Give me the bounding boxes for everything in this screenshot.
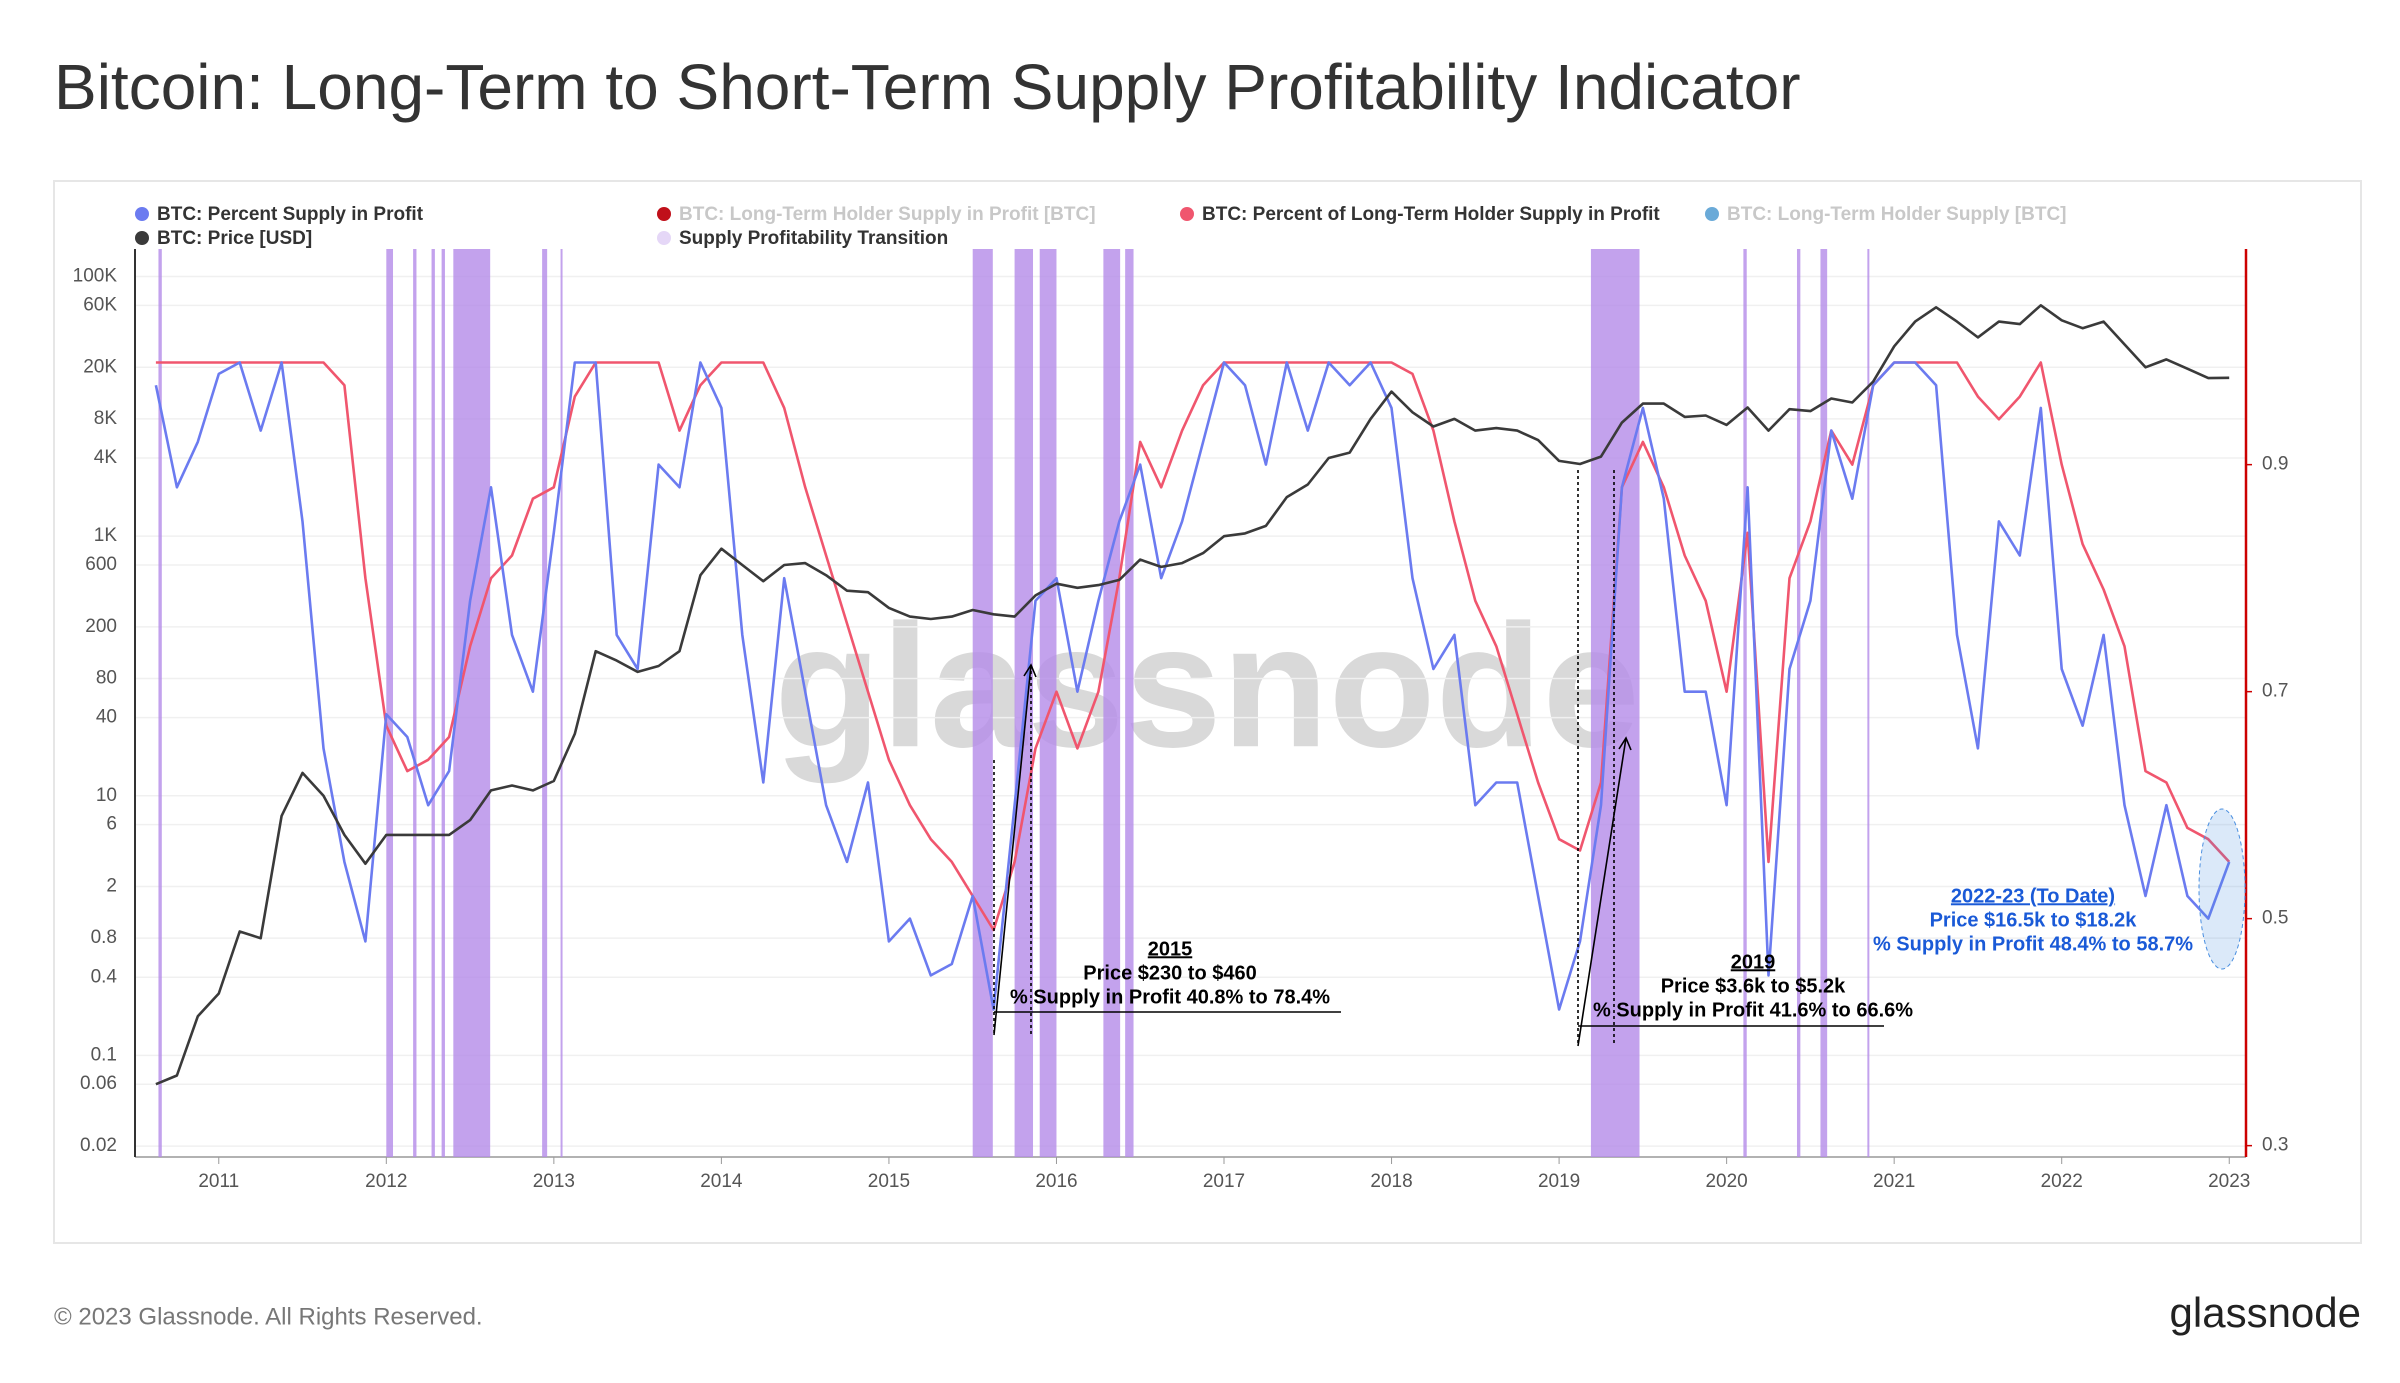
legend-marker	[657, 207, 671, 221]
transition-band	[431, 249, 435, 1157]
transition-band	[1039, 249, 1057, 1157]
y-tick-label: 100K	[73, 266, 118, 287]
transition-band	[441, 249, 445, 1157]
transition-band	[560, 249, 563, 1157]
legend-label: BTC: Percent Supply in Profit	[157, 204, 424, 225]
legend-item[interactable]: BTC: Long-Term Holder Supply in Profit […	[657, 204, 1096, 225]
x-tick-label: 2015	[868, 1171, 910, 1192]
y2-tick-label: 0.7	[2262, 681, 2288, 702]
transition-band	[386, 249, 394, 1157]
legend-label: BTC: Long-Term Holder Supply [BTC]	[1727, 204, 2067, 225]
transition-band	[158, 249, 162, 1157]
y-tick-label: 6	[106, 814, 117, 835]
chart-title: Bitcoin: Long-Term to Short-Term Supply …	[54, 51, 1801, 123]
legend-label: BTC: Long-Term Holder Supply in Profit […	[679, 204, 1096, 225]
arrow	[1577, 737, 1627, 1047]
y-tick-label: 8K	[94, 408, 118, 429]
x-tick-label: 2013	[533, 1171, 575, 1192]
transition-band	[413, 249, 417, 1157]
legend-item[interactable]: BTC: Percent of Long-Term Holder Supply …	[1180, 204, 1660, 225]
annotation: 2015	[1148, 938, 1193, 960]
annotation: Price $16.5k to $18.2k	[1930, 909, 2138, 931]
annotation: 2019	[1731, 951, 1776, 973]
x-tick-label: 2023	[2208, 1171, 2250, 1192]
y-tick-label: 60K	[83, 294, 117, 315]
x-tick-label: 2011	[198, 1171, 239, 1192]
annotation: 2022-23 (To Date)	[1951, 885, 2115, 907]
series-line	[154, 361, 2231, 1011]
y-tick-label: 4K	[94, 447, 118, 468]
y-tick-label: 0.1	[91, 1044, 117, 1065]
transition-band	[1103, 249, 1121, 1157]
y-tick-label: 0.02	[80, 1135, 117, 1156]
y-tick-label: 0.4	[91, 966, 118, 987]
footer: © 2023 Glassnode. All Rights Reserved.	[54, 1303, 483, 1330]
y-tick-label: 10	[96, 785, 117, 806]
legend-item[interactable]: BTC: Long-Term Holder Supply [BTC]	[1705, 204, 2067, 225]
y2-tick-label: 0.3	[2262, 1135, 2288, 1156]
transition-band	[1590, 249, 1640, 1157]
y2-tick-label: 0.5	[2262, 908, 2288, 929]
legend-marker	[1705, 207, 1719, 221]
x-tick-label: 2017	[1203, 1171, 1245, 1192]
transition-band	[453, 249, 491, 1157]
legend-item[interactable]: BTC: Percent Supply in Profit	[135, 204, 424, 225]
y-tick-label: 40	[96, 707, 117, 728]
x-tick-label: 2019	[1538, 1171, 1580, 1192]
legend-item[interactable]: BTC: Price [USD]	[135, 228, 312, 249]
y-tick-label: 2	[106, 876, 117, 897]
annotation-guides	[993, 470, 1884, 1047]
annotation: % Supply in Profit 40.8% to 78.4%	[1010, 986, 1330, 1008]
transition-band	[1743, 249, 1747, 1157]
y-tick-label: 20K	[83, 356, 117, 377]
legend-marker	[135, 231, 149, 245]
x-tick-label: 2014	[700, 1171, 743, 1192]
x-tick-label: 2018	[1370, 1171, 1412, 1192]
legend-marker	[135, 207, 149, 221]
x-tick-label: 2021	[1873, 1171, 1915, 1192]
y-tick-label: 200	[85, 616, 117, 637]
arrow	[993, 664, 1032, 1036]
annotation: Price $3.6k to $5.2k	[1661, 975, 1846, 997]
logo: glassnode	[2170, 1289, 2361, 1336]
y-tick-label: 1K	[94, 525, 118, 546]
plot-area: 0.02 0.06 0.1 0.4 0.8 2 6 10 40 80 200 600 1K 4K 8K 20K…	[73, 249, 2288, 1192]
x-tick-label: 2016	[1035, 1171, 1077, 1192]
transition-band	[1796, 249, 1801, 1157]
transition-band	[1867, 249, 1870, 1157]
transition-band	[1820, 249, 1828, 1157]
legend-label: BTC: Percent of Long-Term Holder Supply …	[1202, 204, 1660, 225]
legend-label: Supply Profitability Transition	[679, 228, 948, 249]
y-tick-label: 600	[85, 554, 117, 575]
y-tick-label: 0.06	[80, 1073, 117, 1094]
y-tick-label: 80	[96, 668, 117, 689]
x-tick-label: 2012	[365, 1171, 407, 1192]
watermark: glassnode	[774, 589, 1640, 784]
arrow-head	[1618, 736, 1632, 751]
chart-frame	[53, 180, 2362, 1244]
legend-marker	[1180, 207, 1194, 221]
transition-band	[542, 249, 548, 1157]
annotation: Price $230 to $460	[1083, 962, 1256, 984]
highlight-ellipse	[2198, 808, 2246, 970]
legend-marker	[657, 231, 671, 245]
x-tick-label: 2022	[2041, 1171, 2083, 1192]
transition-band	[972, 249, 993, 1157]
y-tick-label: 0.8	[91, 927, 117, 948]
legend-label: BTC: Price [USD]	[157, 228, 312, 249]
x-tick-label: 2020	[1705, 1171, 1747, 1192]
transition-band	[1125, 249, 1134, 1157]
annotation: % Supply in Profit 48.4% to 58.7%	[1873, 933, 2193, 955]
annotation: % Supply in Profit 41.6% to 66.6%	[1593, 999, 1913, 1021]
series-line	[155, 304, 2230, 1086]
legend-item[interactable]: Supply Profitability Transition	[657, 228, 948, 249]
y2-tick-label: 0.9	[2262, 454, 2288, 475]
